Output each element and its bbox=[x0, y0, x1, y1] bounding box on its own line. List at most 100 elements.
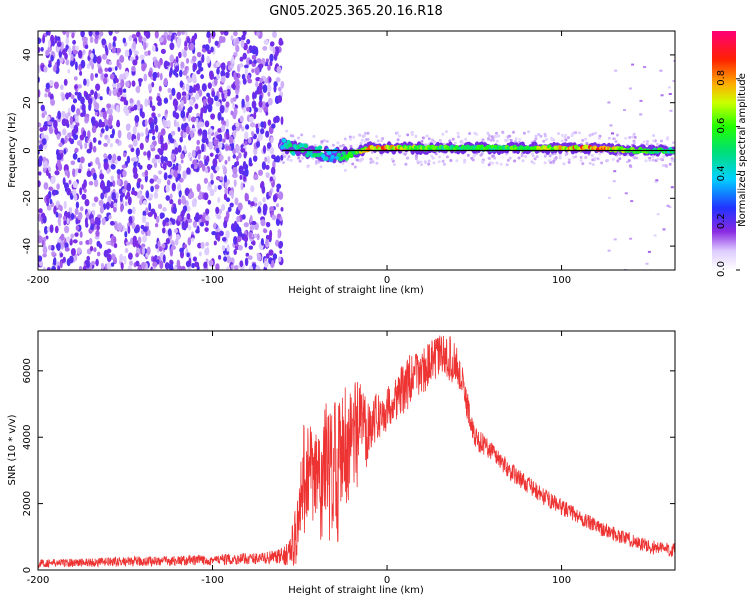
heatmap-cell bbox=[479, 153, 483, 157]
heatmap-cell bbox=[238, 165, 244, 175]
heatmap-cell bbox=[146, 163, 152, 171]
heatmap-cell bbox=[506, 137, 510, 141]
heatmap-cell bbox=[124, 231, 128, 238]
heatmap-cell bbox=[234, 197, 239, 206]
heatmap-cell bbox=[287, 155, 291, 159]
heatmap-cell bbox=[128, 260, 134, 267]
heatmap-cell bbox=[253, 59, 258, 64]
heatmap-cell bbox=[672, 141, 675, 145]
heatmap-cell bbox=[207, 181, 212, 188]
heatmap-cell bbox=[199, 221, 205, 227]
heatmap-cell bbox=[393, 163, 396, 166]
heatmap-cell bbox=[42, 161, 48, 169]
colorbar: 0.0 0.2 0.4 0.6 0.8 Normalized spectral ampl… bbox=[712, 31, 748, 277]
heatmap-cell bbox=[160, 143, 166, 152]
heatmap-cell bbox=[288, 143, 293, 148]
heatmap-cell bbox=[40, 104, 45, 112]
heatmap-cell bbox=[149, 178, 155, 184]
heatmap-cell bbox=[197, 152, 201, 160]
heatmap-cell bbox=[581, 138, 585, 142]
heatmap-cell bbox=[247, 255, 253, 260]
heatmap-cell bbox=[141, 111, 145, 119]
heatmap-cell bbox=[269, 53, 274, 62]
heatmap-cell bbox=[251, 100, 257, 109]
heatmap-cell bbox=[269, 41, 275, 47]
heatmap-cell bbox=[239, 56, 244, 62]
heatmap-cell bbox=[122, 88, 127, 93]
heatmap-cell bbox=[278, 256, 282, 263]
heatmap-cell bbox=[207, 82, 212, 89]
heatmap-cell bbox=[129, 98, 134, 104]
heatmap-cell bbox=[170, 153, 176, 161]
heatmap-cell bbox=[509, 138, 513, 142]
heatmap-cell bbox=[179, 80, 184, 88]
heatmap-cell bbox=[169, 42, 175, 51]
heatmap-cell bbox=[85, 261, 91, 269]
heatmap-cell bbox=[162, 254, 166, 264]
heatmap-cell bbox=[272, 194, 278, 203]
heatmap-cell bbox=[508, 156, 512, 160]
heatmap-cell bbox=[112, 180, 116, 188]
heatmap-cell bbox=[349, 144, 353, 148]
heatmap-cell bbox=[153, 59, 159, 68]
heatmap-cell bbox=[107, 118, 112, 127]
heatmap-cell bbox=[48, 166, 51, 173]
heatmap-cell bbox=[102, 110, 107, 120]
heatmap-cell bbox=[56, 242, 61, 251]
heatmap-cell bbox=[258, 63, 264, 69]
heatmap-cell bbox=[156, 178, 162, 185]
heatmap-cell bbox=[73, 194, 78, 201]
heatmap-cell bbox=[204, 247, 208, 256]
heatmap-cell bbox=[223, 174, 228, 184]
heatmap-cell bbox=[153, 191, 159, 199]
heatmap-cell bbox=[177, 163, 182, 172]
heatmap-cell bbox=[233, 179, 237, 188]
heatmap-cell bbox=[647, 250, 651, 253]
heatmap-cell bbox=[183, 50, 187, 58]
heatmap-cell bbox=[66, 122, 70, 128]
heatmap-cell bbox=[114, 256, 117, 264]
heatmap-cell bbox=[112, 88, 118, 96]
heatmap-cell bbox=[495, 131, 498, 135]
heatmap-cell bbox=[593, 156, 597, 160]
heatmap-cell bbox=[431, 138, 435, 142]
heatmap-cell bbox=[119, 96, 125, 102]
heatmap-cell bbox=[425, 134, 429, 138]
heatmap-cell bbox=[173, 228, 178, 234]
x-tick-label: -200 bbox=[27, 575, 50, 586]
heatmap-cell bbox=[263, 228, 268, 234]
heatmap-cell bbox=[38, 229, 41, 236]
heatmap-cell bbox=[226, 266, 230, 270]
heatmap-cell bbox=[216, 74, 220, 80]
heatmap-cell bbox=[210, 179, 214, 185]
heatmap-cell bbox=[113, 202, 118, 208]
heatmap-cell bbox=[267, 119, 272, 126]
heatmap-cell bbox=[227, 61, 231, 66]
heatmap-cell bbox=[130, 157, 136, 162]
heatmap-cell bbox=[191, 198, 196, 208]
heatmap-cell bbox=[99, 180, 106, 190]
heatmap-cell bbox=[247, 78, 253, 84]
heatmap-cell bbox=[214, 185, 217, 193]
heatmap-cell bbox=[171, 182, 176, 192]
heatmap-cell bbox=[47, 121, 53, 126]
heatmap-cell bbox=[272, 31, 277, 38]
heatmap-cell bbox=[257, 132, 263, 141]
heatmap-cell bbox=[196, 120, 201, 130]
heatmap-cell bbox=[206, 31, 211, 39]
heatmap-cell bbox=[317, 145, 323, 150]
heatmap-cell bbox=[63, 219, 67, 226]
heatmap-cell bbox=[116, 121, 121, 128]
heatmap-cell bbox=[246, 38, 251, 45]
heatmap-cell bbox=[473, 131, 477, 135]
heatmap-cell bbox=[94, 216, 100, 223]
heatmap-cell bbox=[190, 101, 194, 106]
snr-series-line bbox=[38, 335, 675, 569]
heatmap-cell bbox=[645, 142, 649, 146]
heatmap-cell bbox=[88, 181, 94, 186]
heatmap-cell bbox=[222, 166, 228, 175]
heatmap-cell bbox=[54, 170, 60, 176]
heatmap-cell bbox=[245, 252, 250, 257]
heatmap-cell bbox=[127, 196, 132, 206]
heatmap-cell bbox=[60, 241, 64, 250]
